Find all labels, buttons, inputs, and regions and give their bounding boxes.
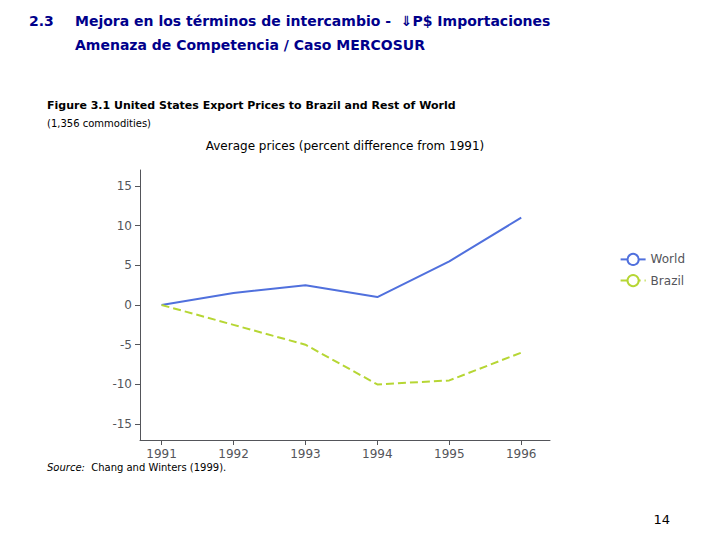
svg-text:(1,356 commodities): (1,356 commodities) xyxy=(47,118,151,129)
svg-text:Amenaza de Competencia / Caso: Amenaza de Competencia / Caso MERCOSUR xyxy=(75,37,425,53)
svg-text:1994: 1994 xyxy=(362,447,393,461)
svg-text:5: 5 xyxy=(124,258,132,272)
svg-text:World: World xyxy=(651,252,685,266)
svg-text:1996: 1996 xyxy=(506,447,537,461)
svg-text:Mejora en los términos de inte: Mejora en los términos de intercambio - … xyxy=(75,13,550,29)
svg-text:0: 0 xyxy=(124,298,132,312)
svg-text:14: 14 xyxy=(653,512,670,527)
svg-text:1991: 1991 xyxy=(146,447,177,461)
svg-text:1993: 1993 xyxy=(290,447,321,461)
svg-text:Source:: Source: xyxy=(47,462,85,473)
svg-text:-5: -5 xyxy=(120,338,132,352)
svg-text:15: 15 xyxy=(117,179,132,193)
svg-text:Chang and Winters (1999).: Chang and Winters (1999). xyxy=(88,462,226,473)
svg-text:1995: 1995 xyxy=(434,447,465,461)
svg-text:10: 10 xyxy=(117,219,132,233)
svg-text:Figure 3.1 United States Expor: Figure 3.1 United States Export Prices t… xyxy=(47,99,456,112)
svg-text:2.3: 2.3 xyxy=(29,13,54,29)
svg-text:-10: -10 xyxy=(112,377,132,391)
svg-text:1992: 1992 xyxy=(218,447,249,461)
svg-text:Average prices (percent differ: Average prices (percent difference from … xyxy=(206,139,485,153)
svg-text:Brazil: Brazil xyxy=(651,274,685,288)
svg-text:-15: -15 xyxy=(112,417,132,431)
